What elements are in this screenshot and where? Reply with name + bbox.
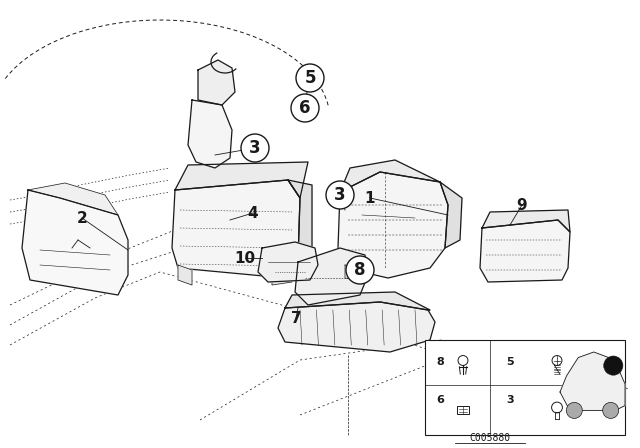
Circle shape — [552, 356, 562, 366]
Polygon shape — [338, 172, 448, 278]
Polygon shape — [345, 265, 360, 280]
Bar — [425, 340, 625, 435]
Circle shape — [326, 181, 354, 209]
Polygon shape — [285, 292, 430, 310]
Circle shape — [566, 402, 582, 418]
Circle shape — [552, 402, 563, 413]
Text: 3: 3 — [334, 186, 346, 204]
Circle shape — [604, 356, 623, 375]
Polygon shape — [440, 182, 462, 248]
Text: 5: 5 — [304, 69, 316, 87]
Text: C005880: C005880 — [469, 433, 511, 443]
Bar — [457, 406, 469, 414]
Text: 4: 4 — [248, 206, 259, 220]
Text: 1: 1 — [365, 190, 375, 206]
Polygon shape — [198, 60, 235, 105]
Text: 8: 8 — [436, 357, 444, 367]
Text: 10: 10 — [234, 250, 255, 266]
Text: 8: 8 — [355, 261, 365, 279]
Polygon shape — [340, 160, 440, 192]
Polygon shape — [482, 210, 570, 232]
Polygon shape — [175, 162, 308, 198]
Circle shape — [241, 134, 269, 162]
Polygon shape — [188, 100, 232, 168]
Polygon shape — [278, 302, 435, 352]
Polygon shape — [295, 248, 368, 305]
Polygon shape — [258, 242, 318, 282]
Circle shape — [291, 94, 319, 122]
Polygon shape — [560, 352, 625, 410]
Polygon shape — [178, 265, 192, 285]
Circle shape — [346, 256, 374, 284]
Text: 3: 3 — [249, 139, 261, 157]
Text: 3: 3 — [506, 395, 514, 405]
Circle shape — [296, 64, 324, 92]
Circle shape — [458, 356, 468, 366]
Polygon shape — [480, 220, 570, 282]
Polygon shape — [288, 180, 312, 260]
Text: 2: 2 — [77, 211, 88, 225]
Text: 7: 7 — [291, 310, 301, 326]
Polygon shape — [22, 190, 128, 295]
Polygon shape — [272, 268, 292, 285]
Polygon shape — [28, 183, 118, 215]
Text: 6: 6 — [300, 99, 311, 117]
Text: 6: 6 — [436, 395, 444, 405]
Circle shape — [603, 402, 619, 418]
Polygon shape — [172, 180, 300, 278]
Text: 9: 9 — [516, 198, 527, 212]
Text: 5: 5 — [506, 357, 514, 367]
